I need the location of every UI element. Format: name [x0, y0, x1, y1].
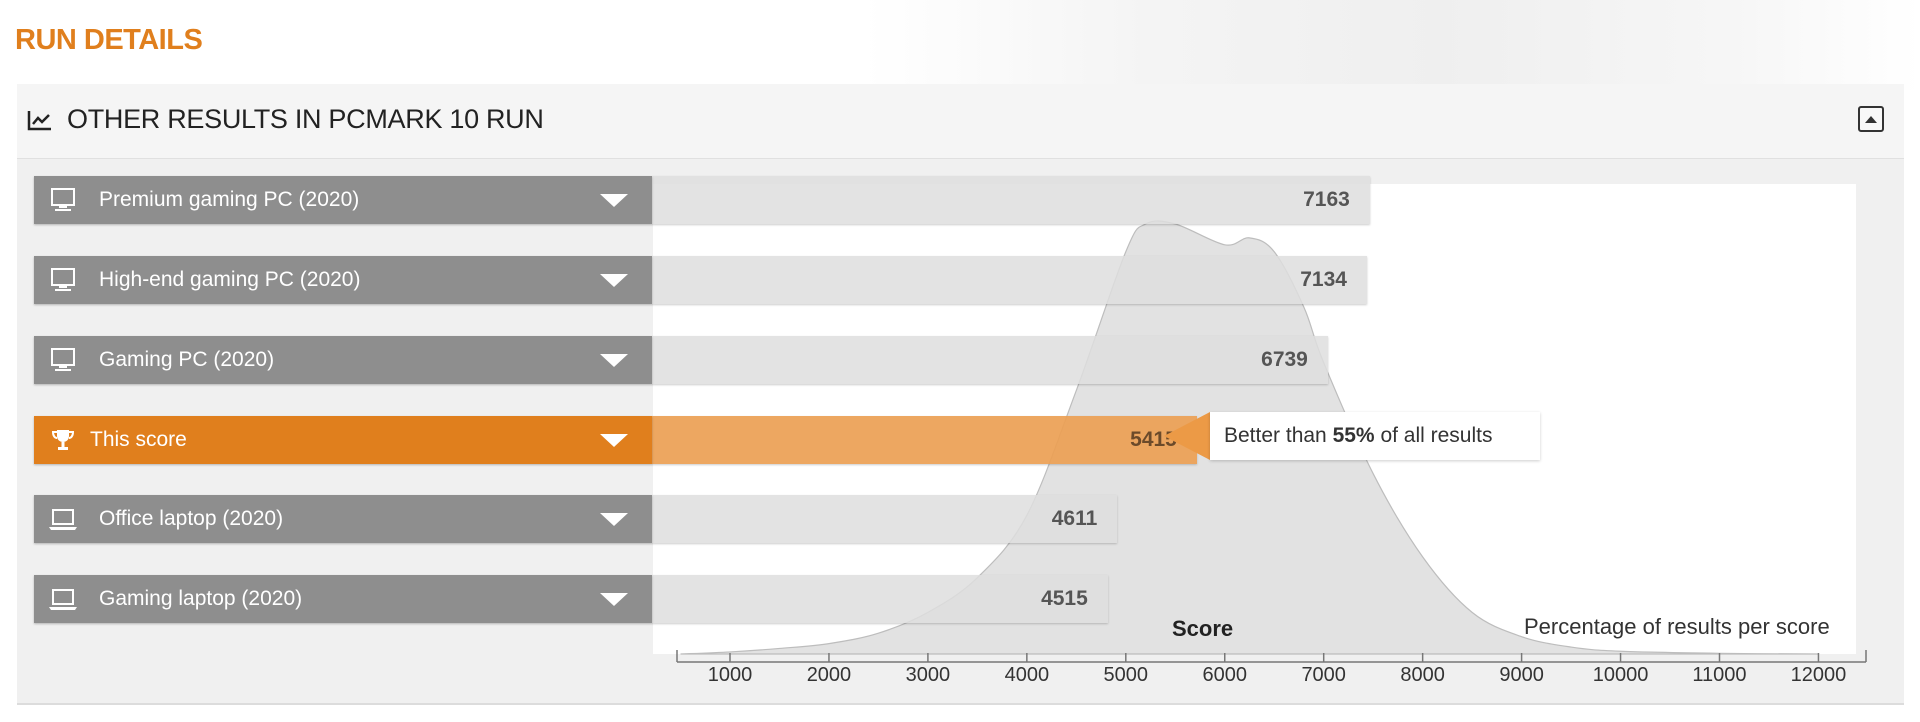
score-value: 6739: [1261, 348, 1308, 371]
row-dropdown-5[interactable]: Office laptop (2020): [34, 495, 652, 543]
score-bar: [652, 256, 1367, 304]
panel-header: OTHER RESULTS IN PCMARK 10 RUN: [17, 84, 1904, 159]
panel-title: OTHER RESULTS IN PCMARK 10 RUN: [67, 104, 544, 134]
row-label-text: Premium gaming PC (2020): [99, 188, 360, 211]
row-dropdown-3[interactable]: Gaming PC (2020): [34, 336, 652, 384]
score-value: 4515: [1041, 587, 1088, 610]
x-tick-label: 7000: [1301, 664, 1346, 686]
desktop-icon: [48, 267, 78, 293]
collapse-up-icon: [1865, 115, 1877, 123]
x-tick-label: 10000: [1592, 664, 1649, 686]
desktop-icon: [48, 347, 78, 373]
callout-suffix: of all results: [1374, 424, 1493, 447]
x-tick-label: 4000: [1004, 664, 1050, 686]
page-header-background: [0, 0, 1920, 90]
percentile-text: Better than 55% of all results: [1224, 424, 1493, 448]
row-dropdown-4[interactable]: This score: [34, 416, 652, 464]
caret-down-icon[interactable]: [600, 593, 628, 606]
score-bar: [652, 495, 1118, 543]
desktop-icon: [48, 187, 78, 213]
x-tick-label: 6000: [1202, 664, 1248, 686]
row-dropdown-2[interactable]: High-end gaming PC (2020): [34, 256, 652, 304]
x-axis-label: Score: [1172, 616, 1234, 641]
score-value: 4611: [1051, 507, 1098, 530]
panel-bottom-border: [17, 703, 1904, 705]
x-tick-label: 11000: [1692, 664, 1747, 686]
caret-down-icon[interactable]: [600, 434, 628, 447]
x-tick-label: 1000: [707, 664, 753, 686]
row-label-text: Gaming PC (2020): [99, 348, 275, 371]
line-chart-icon: [27, 111, 51, 131]
laptop-icon: [48, 506, 78, 532]
score-bar: [652, 416, 1197, 464]
score-bar: [652, 336, 1328, 384]
x-tick-label: 8000: [1400, 664, 1445, 686]
callout-prefix: Better than: [1224, 424, 1333, 447]
score-value: 7134: [1300, 268, 1347, 291]
row-label-text: Gaming laptop (2020): [99, 587, 303, 610]
percentile-callout: Better than 55% of all results: [1210, 412, 1540, 460]
x-tick-label: 12000: [1790, 664, 1847, 686]
score-value: 7163: [1303, 188, 1350, 211]
laptop-icon: [48, 586, 78, 612]
x-axis-ticks: [676, 650, 1867, 662]
row-label-text: High-end gaming PC (2020): [99, 268, 361, 291]
collapse-button[interactable]: [1858, 106, 1884, 132]
x-tick-label: 3000: [905, 664, 951, 686]
caret-down-icon[interactable]: [600, 513, 628, 526]
row-label-text: Office laptop (2020): [99, 507, 284, 530]
score-bar: [652, 176, 1370, 224]
x-tick-label: 9000: [1499, 664, 1544, 686]
page-title: RUN DETAILS: [15, 24, 203, 56]
x-tick-label: 2000: [806, 664, 852, 686]
trophy-icon: [48, 427, 78, 453]
caret-down-icon[interactable]: [600, 274, 628, 287]
score-bar: [652, 575, 1108, 623]
row-label-text: This score: [90, 428, 187, 451]
callout-percent: 55%: [1332, 424, 1375, 447]
callout-arrow: [1164, 412, 1210, 460]
y-axis-label: Percentage of results per score: [1524, 614, 1830, 639]
caret-down-icon[interactable]: [600, 354, 628, 367]
x-tick-label: 5000: [1103, 664, 1149, 686]
row-dropdown-1[interactable]: Premium gaming PC (2020): [34, 176, 652, 224]
row-dropdown-6[interactable]: Gaming laptop (2020): [34, 575, 652, 623]
caret-down-icon[interactable]: [600, 194, 628, 207]
